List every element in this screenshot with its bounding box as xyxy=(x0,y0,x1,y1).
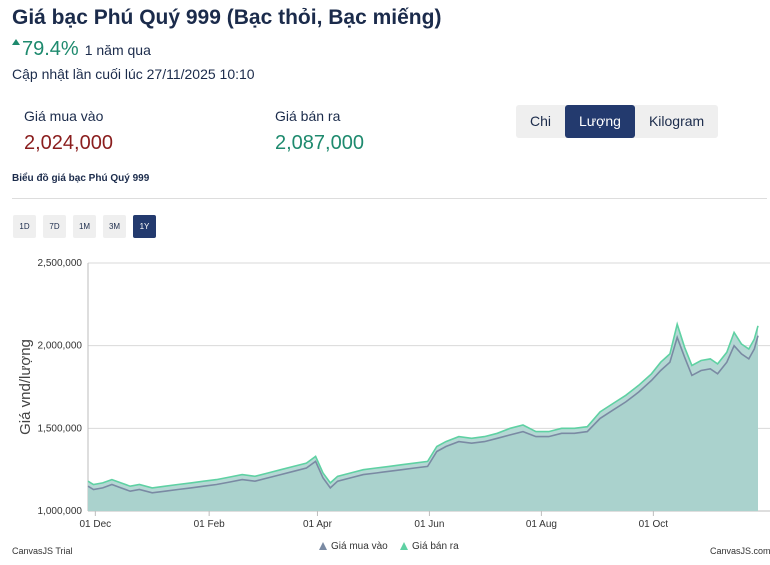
buy-price-block: Giá mua vào 2,024,000 xyxy=(24,108,113,155)
legend-marker-gia-ban-ra xyxy=(400,542,408,550)
x-tick-label: 01 Dec xyxy=(79,519,111,530)
range-tab-1d[interactable]: 1D xyxy=(13,215,36,238)
unit-tabs: Chi Lượng Kilogram xyxy=(516,105,719,138)
series-area-gia-mua-vao xyxy=(88,335,758,511)
range-tabs: 1D 7D 1M 3M 1Y xyxy=(13,215,156,238)
legend-marker-gia-mua-vao xyxy=(319,542,327,550)
change-period: 1 năm qua xyxy=(84,42,151,58)
chart-caption: Biểu đồ giá bạc Phú Quý 999 xyxy=(12,173,150,184)
buy-price-label: Giá mua vào xyxy=(24,108,104,124)
x-tick-label: 01 Apr xyxy=(303,519,333,530)
range-tab-7d[interactable]: 7D xyxy=(43,215,66,238)
x-tick-label: 01 Jun xyxy=(414,519,444,530)
buy-price-value: 2,024,000 xyxy=(24,132,113,154)
y-tick-label: 2,000,000 xyxy=(38,341,83,352)
range-tab-3m[interactable]: 3M xyxy=(103,215,126,238)
price-chart[interactable]: 1,000,000 1,500,000 2,000,000 2,500,000 01 D… xyxy=(0,250,770,562)
divider xyxy=(12,198,767,199)
last-updated: Cập nhật lần cuối lúc 27/11/2025 10:10 xyxy=(12,66,255,82)
y-tick-label: 1,500,000 xyxy=(38,423,83,434)
legend-label-gia-mua-vao: Giá mua vào xyxy=(331,541,388,552)
y-tick-label: 2,500,000 xyxy=(38,258,83,269)
range-tab-1y[interactable]: 1Y xyxy=(133,215,156,238)
series-line-gia-ban-ra xyxy=(87,321,759,489)
change-percent: 79.4% xyxy=(22,38,79,60)
x-tick-label: 01 Oct xyxy=(639,519,669,530)
page-title: Giá bạc Phú Quý 999 (Bạc thỏi, Bạc miếng… xyxy=(12,6,442,29)
y-tick-label: 1,000,000 xyxy=(38,506,83,517)
credit-left: CanvasJS Trial xyxy=(12,546,73,556)
trend-up-icon xyxy=(12,39,20,45)
sell-price-label: Giá bán ra xyxy=(275,108,341,124)
unit-tab-kilogram[interactable]: Kilogram xyxy=(648,113,705,129)
y-axis-title: Giá vnd/lượng xyxy=(17,339,34,435)
sell-price-value: 2,087,000 xyxy=(275,132,364,154)
x-tick-label: 01 Feb xyxy=(194,519,226,530)
unit-tab-luong[interactable]: Lượng xyxy=(565,105,635,138)
legend-label-gia-ban-ra: Giá bán ra xyxy=(412,541,459,552)
unit-tab-chi[interactable]: Chi xyxy=(530,113,552,129)
sell-price-block: Giá bán ra 2,087,000 xyxy=(275,108,364,155)
series-line-gia-mua-vao xyxy=(87,334,759,494)
range-tab-1m[interactable]: 1M xyxy=(73,215,96,238)
price-change: 79.4% 1 năm qua xyxy=(12,38,151,61)
x-tick-label: 01 Aug xyxy=(526,519,557,530)
credit-right: CanvasJS.com xyxy=(710,546,770,556)
